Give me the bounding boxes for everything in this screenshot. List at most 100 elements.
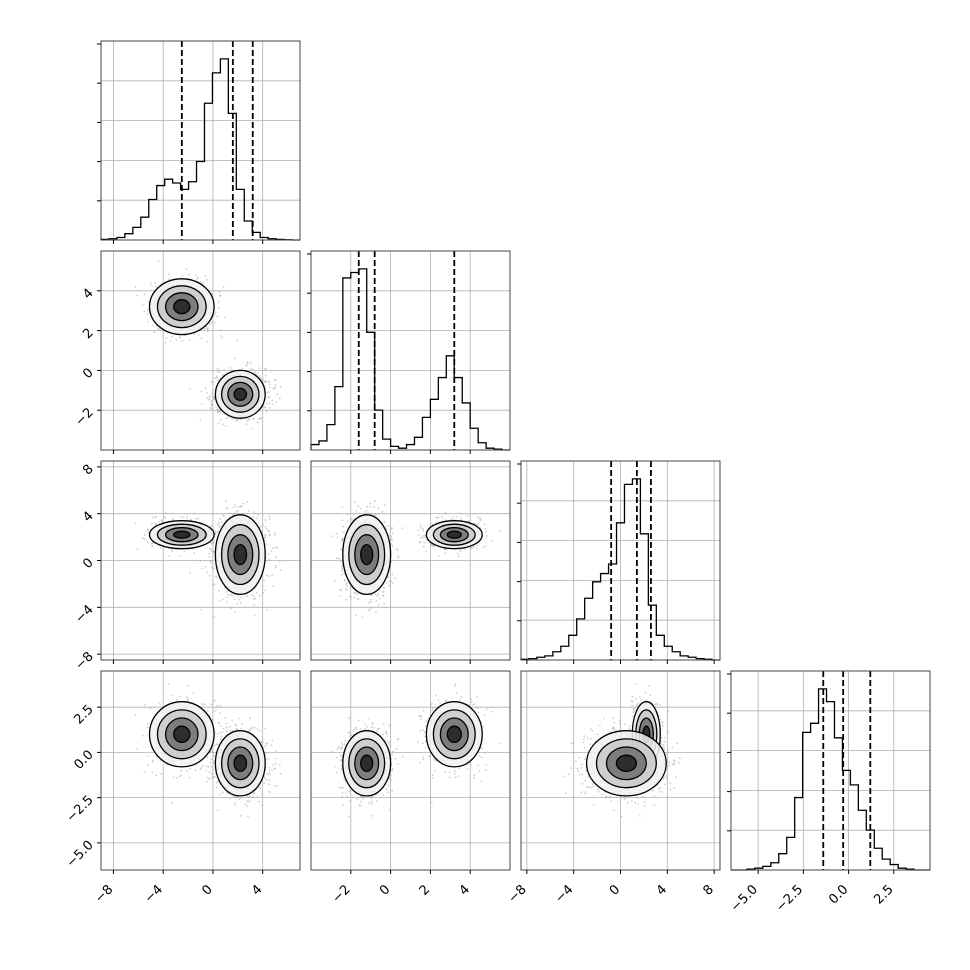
sample-point: [256, 518, 258, 520]
sample-point: [423, 535, 425, 537]
sample-point: [378, 513, 380, 515]
sample-point: [433, 545, 435, 547]
sample-point: [375, 611, 377, 613]
y-tick-label: −2: [72, 405, 96, 429]
sample-point: [269, 407, 271, 409]
sample-point: [227, 594, 229, 596]
sample-point: [268, 575, 270, 577]
sample-point: [353, 514, 355, 516]
sample-point: [378, 507, 380, 509]
sample-point: [236, 603, 238, 605]
sample-point: [269, 384, 271, 386]
sample-point: [357, 505, 359, 507]
sample-point: [422, 537, 424, 539]
sample-point: [477, 516, 479, 518]
sample-point: [391, 540, 393, 542]
sample-point: [374, 500, 376, 502]
sample-point: [381, 511, 383, 513]
sample-point: [272, 585, 274, 587]
sample-point: [238, 599, 240, 601]
sample-point: [422, 530, 424, 532]
sample-point: [136, 549, 138, 551]
sample-point: [266, 403, 268, 405]
sample-point: [370, 601, 372, 603]
sample-point: [266, 528, 268, 530]
sample-point: [218, 291, 220, 293]
sample-point: [390, 536, 392, 538]
sample-point: [211, 567, 213, 569]
sample-point: [230, 607, 232, 609]
sample-point: [420, 527, 422, 529]
sample-point: [274, 379, 276, 381]
sample-point: [279, 560, 281, 562]
sample-point: [229, 367, 231, 369]
sample-point: [232, 418, 234, 420]
sample-point: [237, 510, 239, 512]
sample-point: [226, 418, 228, 420]
sample-point: [155, 286, 157, 288]
sample-point: [209, 560, 211, 562]
sample-point: [250, 362, 252, 364]
sample-point: [205, 388, 207, 390]
sample-point: [350, 518, 352, 520]
sample-point: [134, 522, 136, 524]
density-contour: [361, 545, 373, 565]
sample-point: [259, 595, 261, 597]
sample-point: [142, 538, 144, 540]
sample-point: [479, 518, 481, 520]
sample-point: [241, 597, 243, 599]
sample-point: [250, 368, 252, 370]
sample-point: [275, 565, 277, 567]
y-tick-label: 0: [80, 556, 96, 572]
sample-point: [219, 371, 221, 373]
sample-point: [275, 556, 277, 558]
sample-point: [153, 330, 155, 332]
sample-point: [486, 535, 488, 537]
sample-point: [377, 594, 379, 596]
sample-point: [341, 539, 343, 541]
sample-point: [215, 377, 217, 379]
sample-point: [438, 555, 440, 557]
sample-point: [371, 607, 373, 609]
sample-point: [265, 534, 267, 536]
sample-point: [212, 389, 214, 391]
sample-point: [265, 519, 267, 521]
sample-point: [193, 513, 195, 515]
sample-point: [214, 583, 216, 585]
sample-point: [242, 503, 244, 505]
sample-point: [227, 416, 229, 418]
sample-point: [216, 316, 218, 318]
sample-point: [147, 529, 149, 531]
sample-point: [261, 417, 263, 419]
sample-point: [217, 368, 219, 370]
sample-point: [234, 512, 236, 514]
sample-point: [418, 534, 420, 536]
sample-point: [478, 523, 480, 525]
sample-point: [215, 312, 217, 314]
sample-point: [341, 568, 343, 570]
sample-point: [218, 307, 220, 309]
sample-point: [176, 339, 178, 341]
sample-point: [201, 391, 203, 393]
sample-point: [186, 268, 188, 270]
sample-point: [214, 617, 216, 619]
sample-point: [201, 337, 203, 339]
sample-point: [402, 527, 404, 529]
panel-frame: [101, 41, 300, 240]
sample-point: [217, 412, 219, 414]
sample-point: [395, 548, 397, 550]
sample-point: [213, 542, 215, 544]
sample-point: [183, 516, 185, 518]
sample-point: [262, 379, 264, 381]
sample-point: [160, 547, 162, 549]
sample-point: [207, 328, 209, 330]
sample-point: [212, 396, 214, 398]
sample-point: [397, 555, 399, 557]
sample-point: [274, 534, 276, 536]
sample-point: [193, 552, 195, 554]
sample-point: [375, 600, 377, 602]
sample-point: [342, 526, 344, 528]
sample-point: [211, 542, 213, 544]
sample-point: [170, 340, 172, 342]
sample-point: [222, 423, 224, 425]
